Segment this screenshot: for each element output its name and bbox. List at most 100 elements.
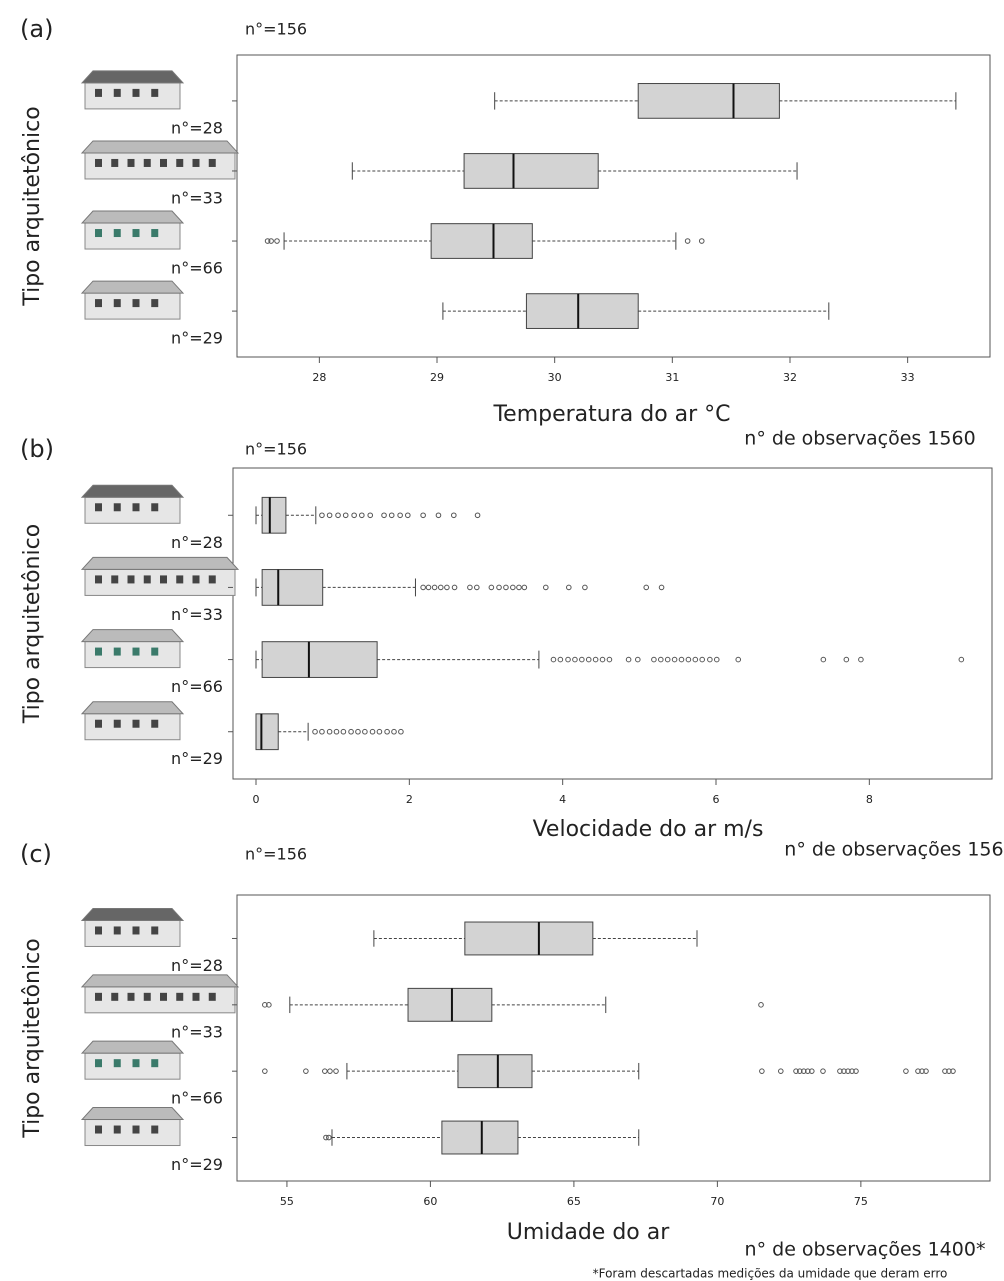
house-roof <box>82 1041 183 1053</box>
figure: (a) n°=156 Tipo arquitetônico Temperatura d… <box>0 0 1004 1281</box>
outlier <box>363 729 368 734</box>
house-window <box>114 1059 121 1067</box>
category-label: n°=28 <box>171 118 223 137</box>
y-axis-label: Tipo arquitetônico <box>20 106 45 306</box>
outlier <box>452 585 457 590</box>
house-window <box>114 89 121 97</box>
x-tick-label: 2 <box>406 793 413 806</box>
outlier <box>522 585 527 590</box>
house-roof <box>82 975 238 987</box>
outlier <box>385 729 390 734</box>
house-window <box>151 1126 158 1134</box>
house-roof <box>82 630 183 642</box>
house-icon <box>82 1108 183 1146</box>
house-window <box>114 299 121 307</box>
house-window <box>114 503 121 511</box>
house-window <box>160 159 167 167</box>
outlier <box>700 657 705 662</box>
house-window <box>144 159 151 167</box>
house-window <box>111 993 118 1001</box>
plot-frame <box>237 895 990 1181</box>
page: (a) n°=156 Tipo arquitetônico Temperatura d… <box>0 0 1004 1281</box>
box <box>256 714 278 750</box>
house-window <box>209 159 216 167</box>
box <box>262 497 286 533</box>
outlier <box>686 657 691 662</box>
outlier <box>693 657 698 662</box>
house-icon <box>82 702 183 740</box>
outlier <box>370 729 375 734</box>
outlier <box>580 657 585 662</box>
house-window <box>151 299 158 307</box>
house-window <box>193 159 200 167</box>
house-icon <box>82 557 238 595</box>
house-window <box>95 503 102 511</box>
outlier <box>399 729 404 734</box>
category-label: n°=66 <box>171 677 223 696</box>
panel-label: (a) <box>20 15 53 43</box>
house-window <box>144 575 151 583</box>
x-axis-label: Temperatura do ar °C <box>492 402 730 427</box>
house-window <box>95 575 102 583</box>
outlier <box>489 585 494 590</box>
house-icon <box>82 908 183 946</box>
outlier <box>341 729 346 734</box>
house-window <box>133 648 140 656</box>
outlier <box>573 657 578 662</box>
outlier <box>438 585 443 590</box>
x-tick-label: 8 <box>866 793 873 806</box>
house-window <box>128 159 135 167</box>
house-window <box>160 575 167 583</box>
outlier <box>349 729 354 734</box>
outlier <box>436 513 441 518</box>
outlier <box>699 239 704 244</box>
outlier <box>497 585 502 590</box>
outlier <box>844 657 849 662</box>
outlier <box>445 585 450 590</box>
outlier <box>352 513 357 518</box>
outlier <box>607 657 612 662</box>
outlier <box>644 585 649 590</box>
house-window <box>128 575 135 583</box>
outlier <box>426 585 431 590</box>
x-tick-label: 29 <box>430 371 444 384</box>
y-axis-label: Tipo arquitetônico <box>20 938 45 1138</box>
category-label: n°=29 <box>171 329 223 348</box>
x-tick-label: 55 <box>280 1195 294 1208</box>
outlier <box>421 513 426 518</box>
x-axis-label: Velocidade do ar m/s <box>533 817 764 842</box>
house-window <box>133 1059 140 1067</box>
category-label: n°=33 <box>171 188 223 207</box>
category-label: n°=33 <box>171 1022 223 1041</box>
house-window <box>95 159 102 167</box>
box <box>262 642 377 678</box>
house-window <box>95 926 102 934</box>
total-count: n°=156 <box>245 845 307 864</box>
house-roof <box>82 485 183 497</box>
house-window <box>144 993 151 1001</box>
box <box>442 1121 518 1154</box>
outlier <box>327 1135 332 1140</box>
outlier <box>679 657 684 662</box>
x-tick-label: 31 <box>665 371 679 384</box>
house-window <box>133 1126 140 1134</box>
outlier <box>406 513 411 518</box>
house-roof <box>82 71 183 83</box>
house-window <box>133 89 140 97</box>
outlier <box>504 585 509 590</box>
outlier <box>320 729 325 734</box>
box <box>408 988 492 1021</box>
outlier <box>421 585 426 590</box>
x-tick-label: 60 <box>423 1195 437 1208</box>
category-label: n°=29 <box>171 1155 223 1174</box>
outlier <box>593 657 598 662</box>
outlier <box>343 513 348 518</box>
house-window <box>128 993 135 1001</box>
house-window <box>133 299 140 307</box>
outlier <box>659 657 664 662</box>
outlier <box>959 657 964 662</box>
outlier <box>382 513 387 518</box>
footnote: *Foram descartadas medições da umidade q… <box>593 1267 948 1281</box>
house-window <box>133 503 140 511</box>
outlier <box>566 657 571 662</box>
